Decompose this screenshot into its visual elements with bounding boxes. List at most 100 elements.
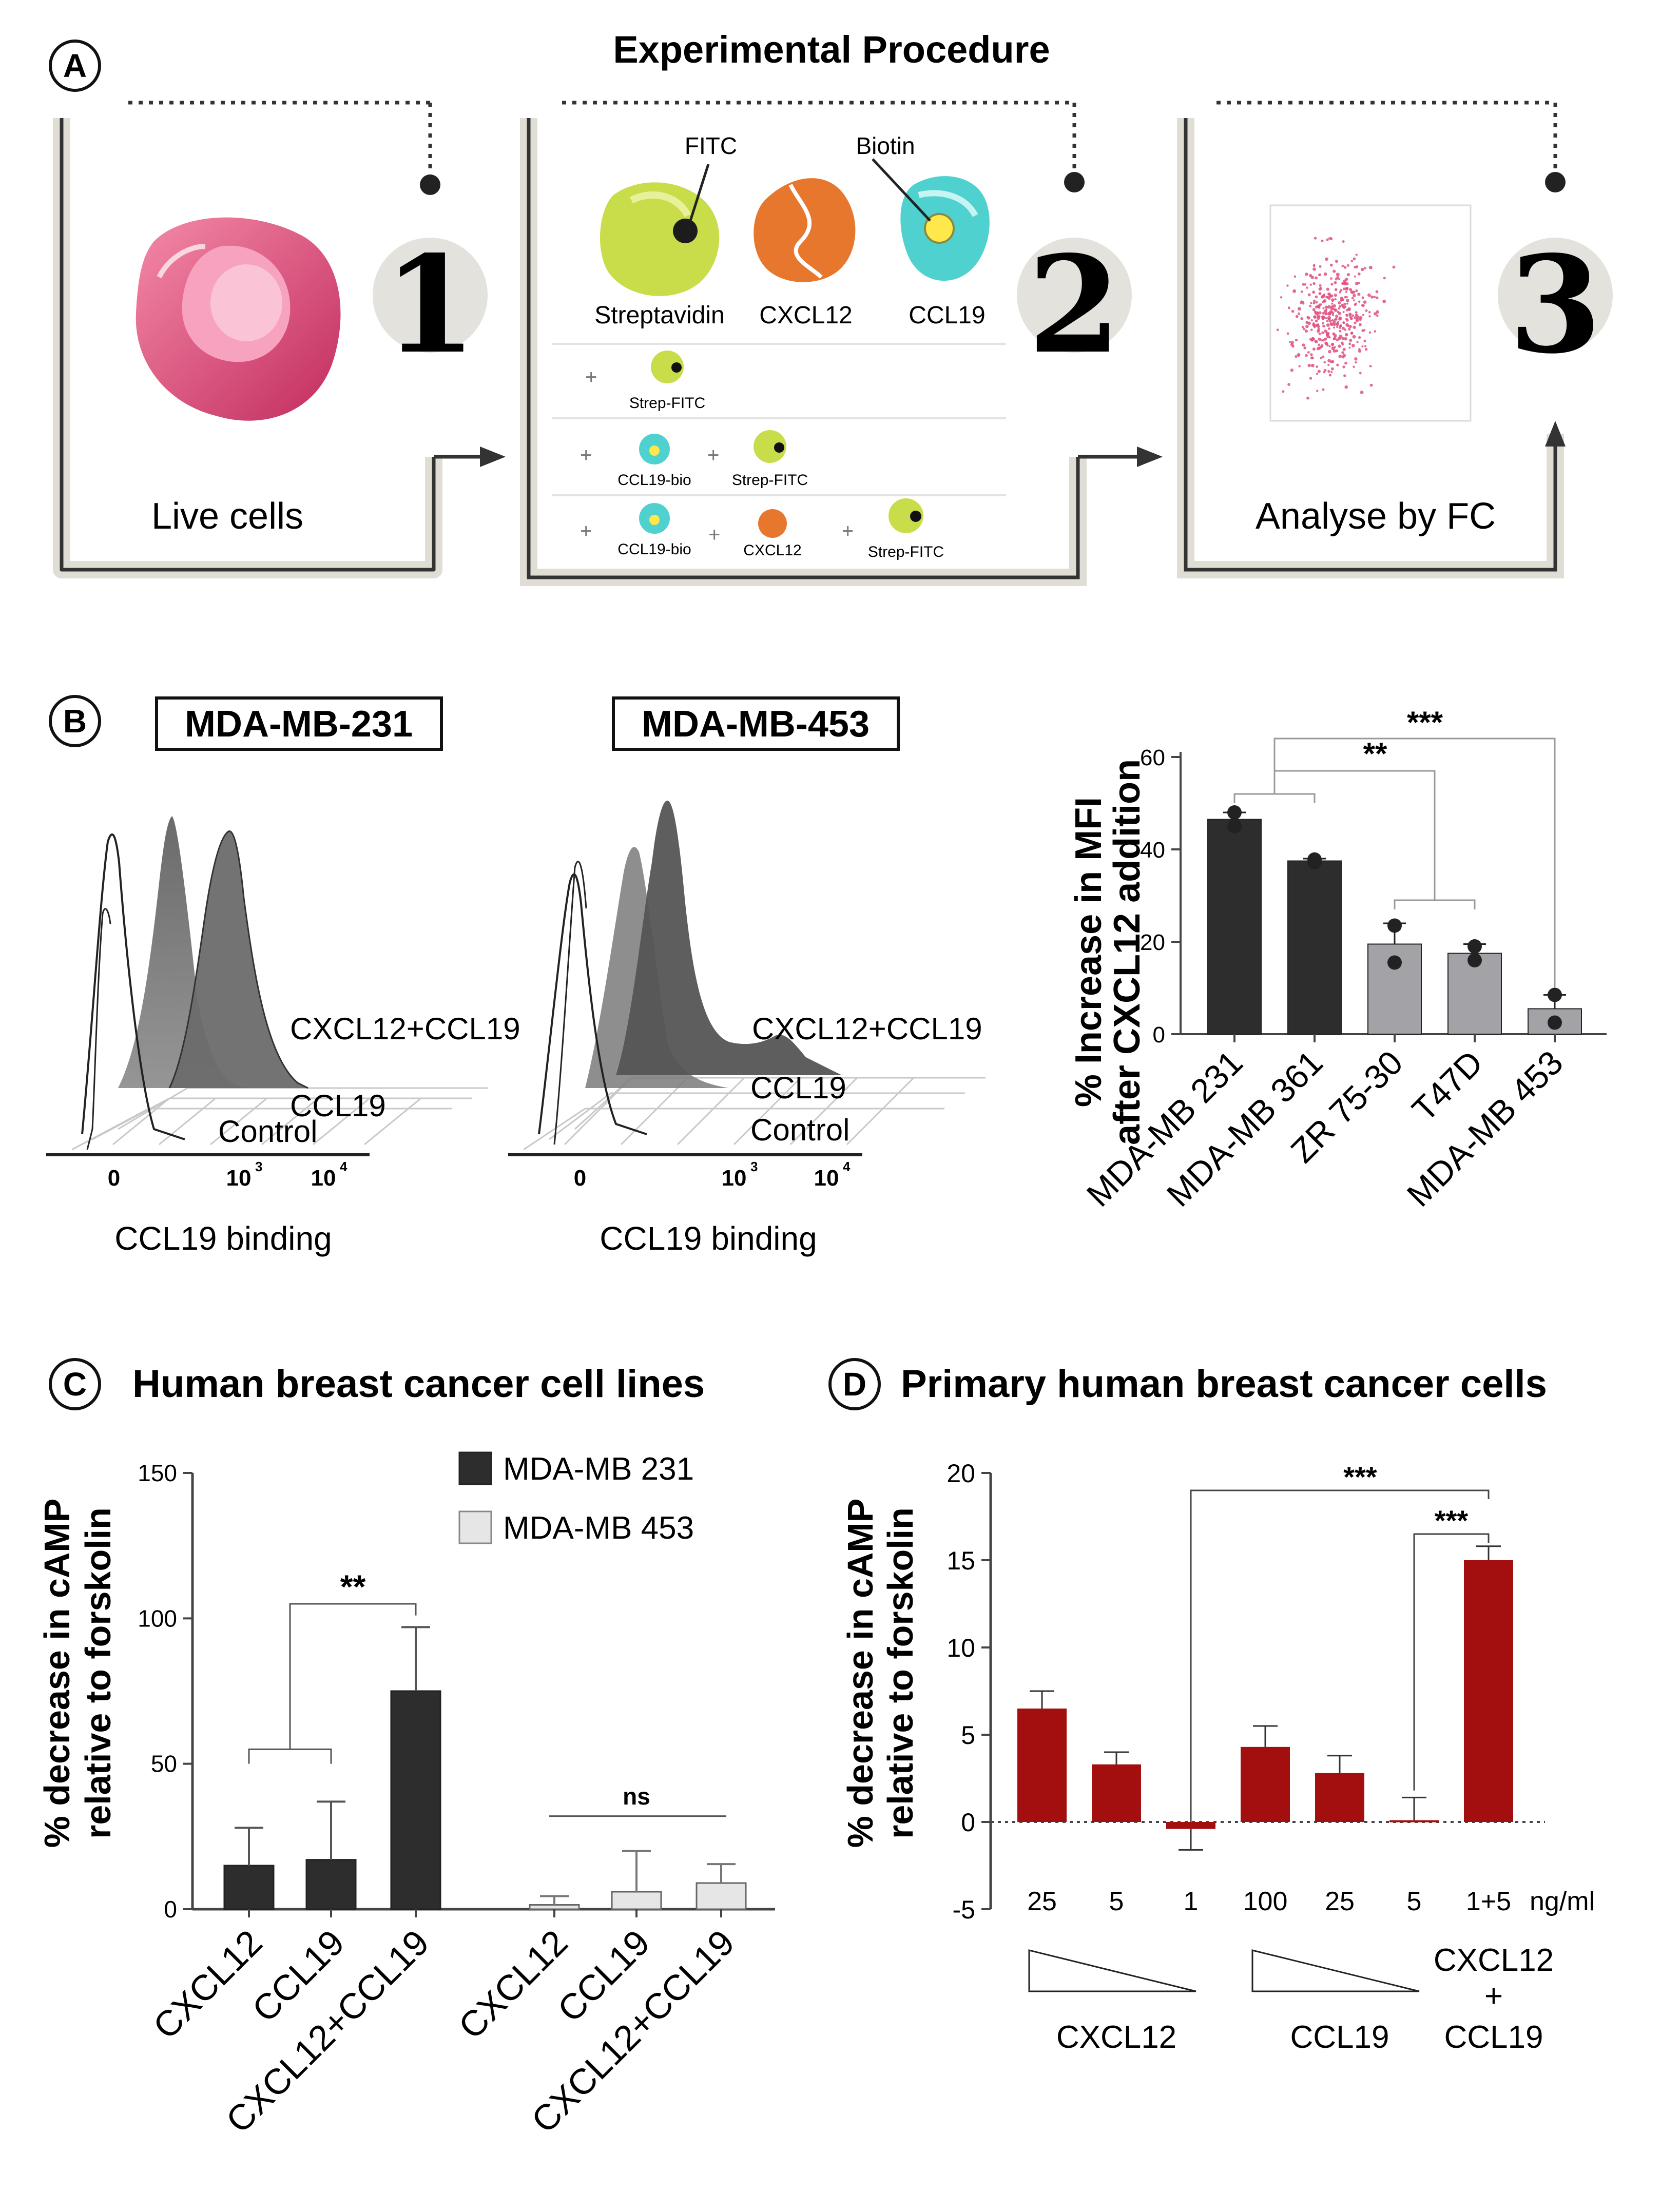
facs-dot [1365, 309, 1368, 312]
facs-dot [1353, 299, 1355, 302]
label-ccl19: CCL19 [290, 1089, 386, 1123]
significance-bracket [1394, 899, 1476, 909]
facs-dot [1307, 293, 1311, 297]
facs-dot [1336, 322, 1339, 325]
facs-dot [1333, 323, 1336, 326]
step-3-number-bg [1498, 238, 1613, 353]
unit-label: ng/ml [1530, 1887, 1595, 1916]
facs-dot [1313, 299, 1316, 302]
facs-dot [1373, 312, 1377, 316]
facs-dot [1310, 319, 1313, 322]
facs-dot [1355, 289, 1358, 293]
facs-dot [1346, 273, 1350, 277]
facs-dot [1329, 237, 1333, 241]
y-axis-label-line-2: relative to forskolin [880, 1507, 920, 1839]
ccl19-molecule [900, 176, 990, 281]
facs-dot [1349, 288, 1353, 292]
row-2-reagent-1: CCL19-bio [617, 472, 691, 489]
facs-dot [1354, 316, 1357, 319]
facs-dot [1290, 341, 1294, 344]
facs-dot [1325, 342, 1328, 345]
facs-dot [1345, 287, 1348, 291]
significance-bracket [1273, 738, 1556, 988]
facs-dot [1310, 353, 1313, 356]
y-tick-label: 0 [1153, 1022, 1165, 1047]
facs-dot [1309, 377, 1312, 380]
facs-dot [1345, 296, 1348, 299]
facs-dot [1316, 311, 1319, 314]
facs-dot [1318, 306, 1321, 309]
facs-dot [1315, 295, 1318, 299]
tick-10000-exp: 4 [340, 1159, 347, 1174]
facs-dot [1323, 325, 1326, 327]
y-tick-label: 10 [947, 1634, 975, 1662]
facs-dot [1341, 337, 1345, 340]
facs-dot [1297, 307, 1301, 311]
facs-dot [1312, 267, 1316, 271]
strep-icon [651, 351, 684, 383]
facs-dot [1342, 365, 1345, 368]
significance-label: *** [1343, 1461, 1377, 1493]
facs-dot [1330, 322, 1334, 326]
facs-dot [1315, 276, 1318, 280]
facs-dot [1333, 308, 1335, 311]
significance-bracket [1413, 1533, 1490, 1791]
data-point [1227, 805, 1242, 820]
facs-dot [1315, 319, 1318, 323]
panel-d-letter-circle [828, 1358, 881, 1410]
significance-label: *** [1407, 705, 1443, 740]
cxcl12-molecule [754, 178, 856, 282]
facs-dot [1352, 335, 1356, 339]
facs-dot [1338, 317, 1342, 321]
facs-dot [1319, 284, 1322, 287]
bar [1287, 860, 1342, 1035]
facs-dot [1345, 318, 1348, 321]
facs-dot [1322, 307, 1325, 309]
facs-dot [1334, 346, 1336, 348]
plus-sign: + [708, 523, 720, 546]
facs-dot [1353, 325, 1356, 329]
facs-dot [1373, 296, 1376, 298]
y-axis-label-line-2: relative to forskolin [78, 1507, 118, 1839]
facs-dot [1323, 368, 1327, 372]
facs-dot [1351, 292, 1354, 294]
facs-dot [1329, 310, 1333, 314]
dose-label: 100 [1243, 1887, 1288, 1916]
tick-1000: 10 [226, 1166, 252, 1191]
data-point [1548, 1015, 1562, 1030]
facs-dot [1351, 344, 1355, 347]
facs-dot [1305, 324, 1309, 328]
facs-dot [1323, 293, 1326, 296]
facs-dot [1327, 370, 1330, 373]
facs-dot [1342, 311, 1345, 313]
facs-dot [1348, 325, 1352, 328]
facs-dot [1326, 287, 1329, 291]
plus-sign: + [842, 520, 854, 542]
cxcl12-ccl19-histogram [616, 801, 842, 1075]
facs-dot [1345, 278, 1348, 281]
facs-dot [1351, 297, 1354, 300]
step-1-number-bg [373, 238, 488, 353]
facs-dot [1280, 296, 1283, 299]
facs-dot [1343, 266, 1347, 269]
live-cell-illustration [136, 217, 341, 421]
facs-dot [1324, 305, 1328, 309]
facs-dot [1334, 298, 1337, 301]
facs-dot [1355, 254, 1358, 256]
plus-sign: + [580, 444, 592, 467]
facs-dot [1338, 355, 1342, 358]
x-tick-label: CXCL12 [451, 1922, 575, 2046]
facs-dot [1351, 314, 1355, 317]
facs-dot [1327, 292, 1331, 296]
facs-dot [1341, 343, 1344, 346]
facs-dot [1363, 339, 1366, 342]
condition-row-3: + CCL19-bio + CXCL12 + Strep-FITC [580, 498, 944, 560]
facs-dot [1286, 332, 1289, 335]
facs-dot [1360, 391, 1364, 394]
facs-dot [1300, 317, 1304, 320]
plus-sign: + [585, 366, 597, 389]
condition-row-2: + CCL19-bio + Strep-FITC [580, 430, 808, 489]
label-cxcl12-ccl19: CXCL12+CCL19 [290, 1012, 520, 1046]
facs-dot [1303, 327, 1306, 331]
facs-dot [1361, 296, 1364, 299]
